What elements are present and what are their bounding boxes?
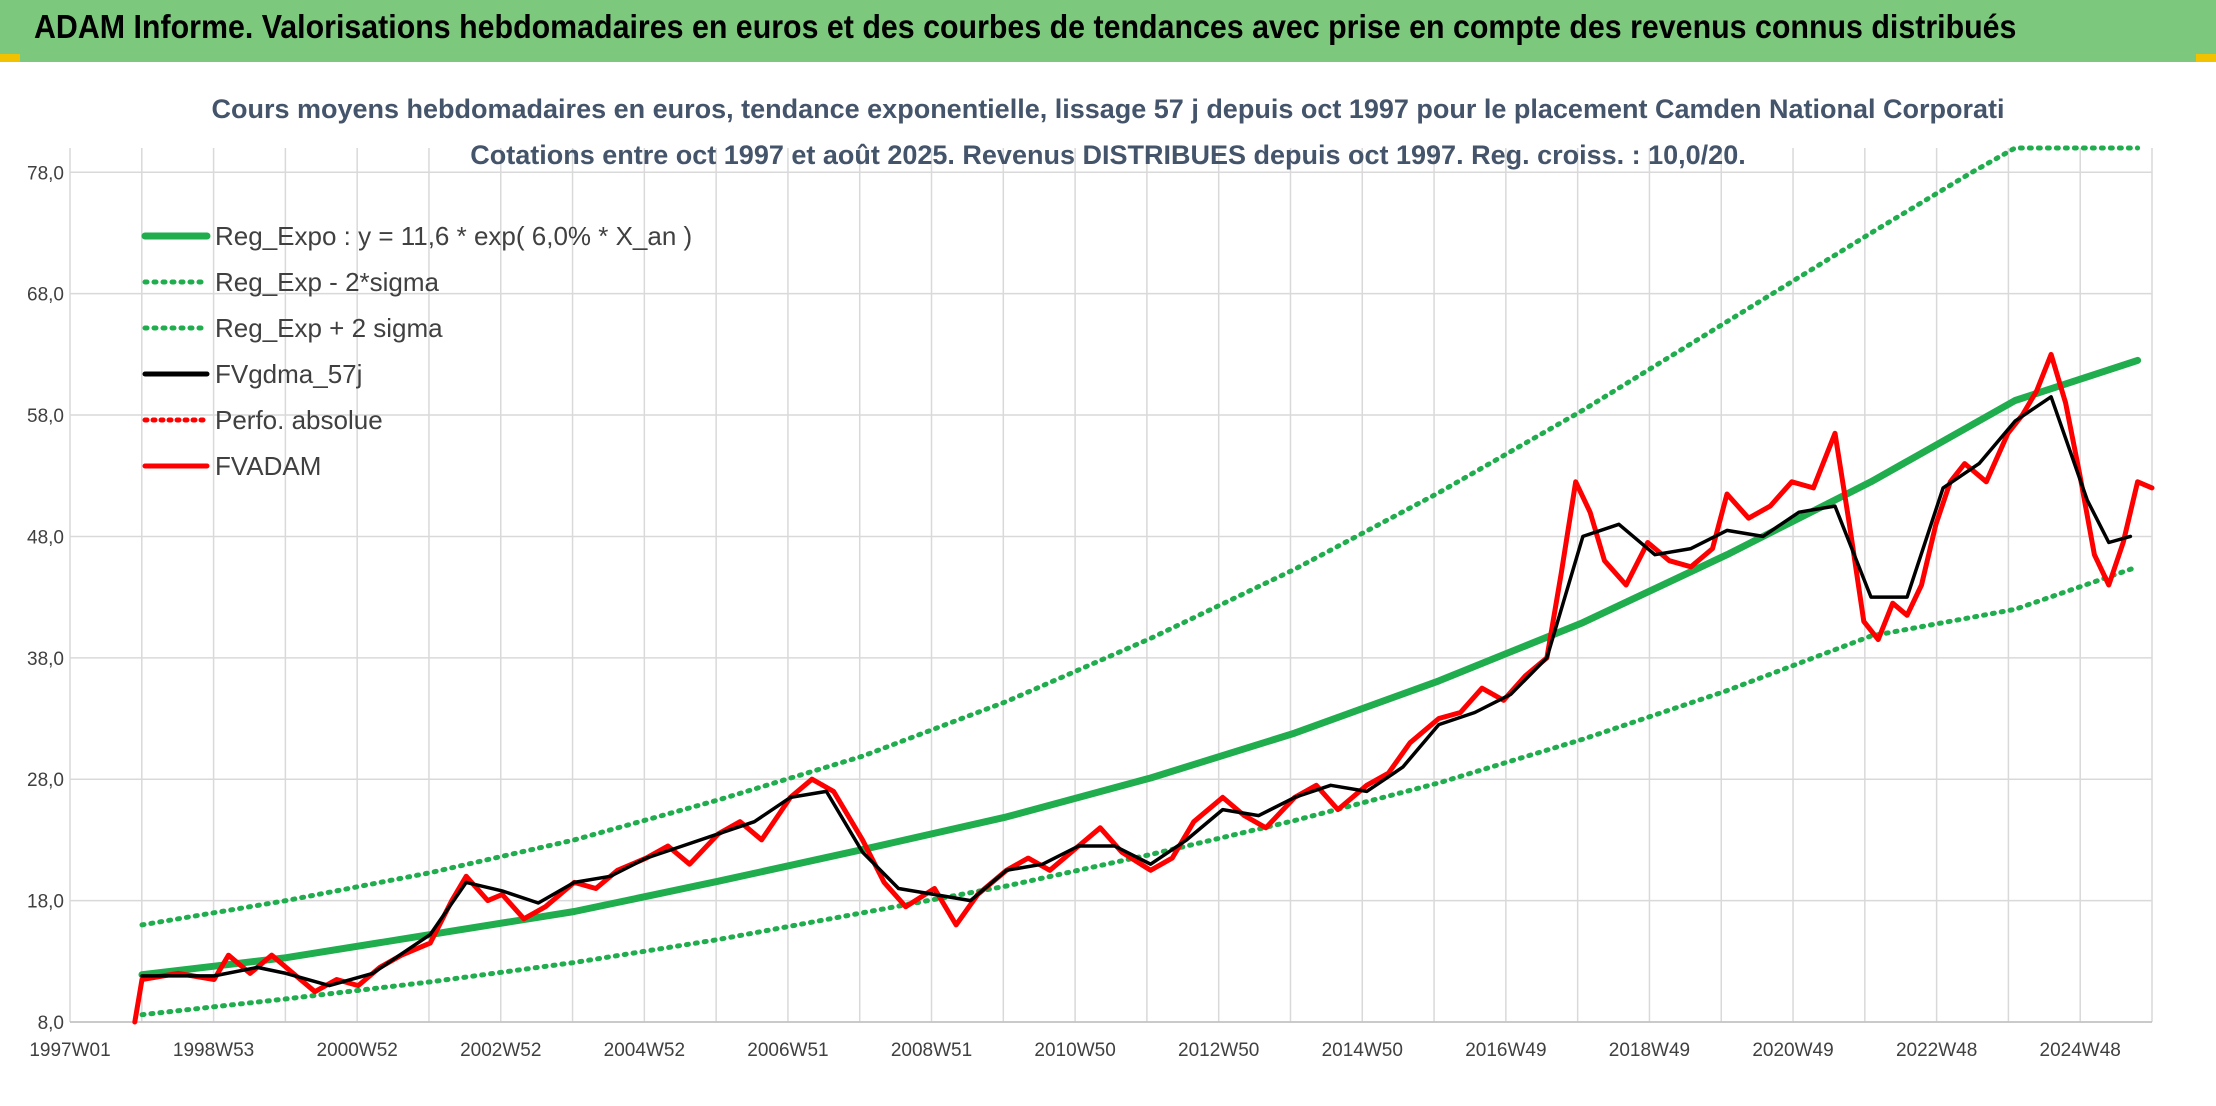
series-line-5	[132, 351, 2155, 1025]
legend: Reg_Expo : y = 11,6 * exp( 6,0% * X_an )…	[141, 221, 692, 481]
y-tick-label: 78,0	[27, 163, 64, 184]
series-line-3	[140, 395, 2133, 988]
grid	[69, 148, 2153, 1023]
x-tick-label: 2000W52	[317, 1040, 398, 1061]
legend-label: FVgdma_57j	[215, 359, 362, 389]
x-axis-labels: 1997W01 1998W53 2000W52 2002W52 2004W52 2006W…	[29, 1040, 2121, 1061]
x-tick-label: 2002W52	[460, 1040, 541, 1061]
series-line-0	[138, 356, 2142, 979]
x-tick-label: 2016W49	[1465, 1040, 1546, 1061]
banner-accent-right	[2196, 54, 2216, 62]
series-line-2	[139, 145, 2141, 928]
y-tick-label: 58,0	[27, 406, 64, 427]
legend-label: FVADAM	[215, 451, 321, 481]
x-tick-label: 2012W50	[1178, 1040, 1259, 1061]
legend-label: Reg_Exp - 2*sigma	[215, 267, 440, 297]
y-tick-label: 18,0	[27, 892, 64, 913]
legend-label: Reg_Expo : y = 11,6 * exp( 6,0% * X_an )	[215, 221, 692, 251]
y-tick-label: 28,0	[27, 770, 64, 791]
x-tick-label: 2020W49	[1752, 1040, 1833, 1061]
legend-label: Perfo. absolue	[215, 405, 383, 435]
x-tick-label: 2004W52	[604, 1040, 685, 1061]
plot-lines	[132, 145, 2155, 1025]
x-tick-label: 2006W51	[747, 1040, 828, 1061]
chart: 78,068,058,048,038,028,018,08,0 1997W01 1…	[27, 94, 2155, 1061]
x-tick-label: 2008W51	[891, 1040, 972, 1061]
y-axis-labels: 78,0 68,0 58,0 48,0 38,0 28,0 18,0 8,0	[27, 163, 64, 1034]
x-tick-label: 1998W53	[173, 1040, 254, 1061]
x-tick-label: 2018W49	[1609, 1040, 1690, 1061]
legend-label: Reg_Exp + 2 sigma	[215, 313, 443, 343]
x-tick-label: 1997W01	[29, 1040, 110, 1061]
y-tick-label: 8,0	[38, 1013, 64, 1034]
y-tick-label: 38,0	[27, 649, 64, 670]
x-tick-label: 2014W50	[1322, 1040, 1403, 1061]
banner-accent-left	[0, 54, 20, 62]
x-tick-label: 2024W48	[2040, 1040, 2121, 1061]
x-tick-label: 2022W48	[1896, 1040, 1977, 1061]
chart-title: Cours moyens hebdomadaires en euros, ten…	[211, 94, 2004, 124]
series-line-1	[139, 564, 2141, 1018]
y-tick-label: 68,0	[27, 285, 64, 306]
banner: ADAM Informe. Valorisations hebdomadaire…	[0, 0, 2216, 62]
banner-title: ADAM Informe. Valorisations hebdomadaire…	[34, 8, 2017, 45]
y-tick-label: 48,0	[27, 527, 64, 548]
chart-subtitle: Cotations entre oct 1997 et août 2025. R…	[470, 140, 1745, 170]
x-tick-label: 2010W50	[1034, 1040, 1115, 1061]
